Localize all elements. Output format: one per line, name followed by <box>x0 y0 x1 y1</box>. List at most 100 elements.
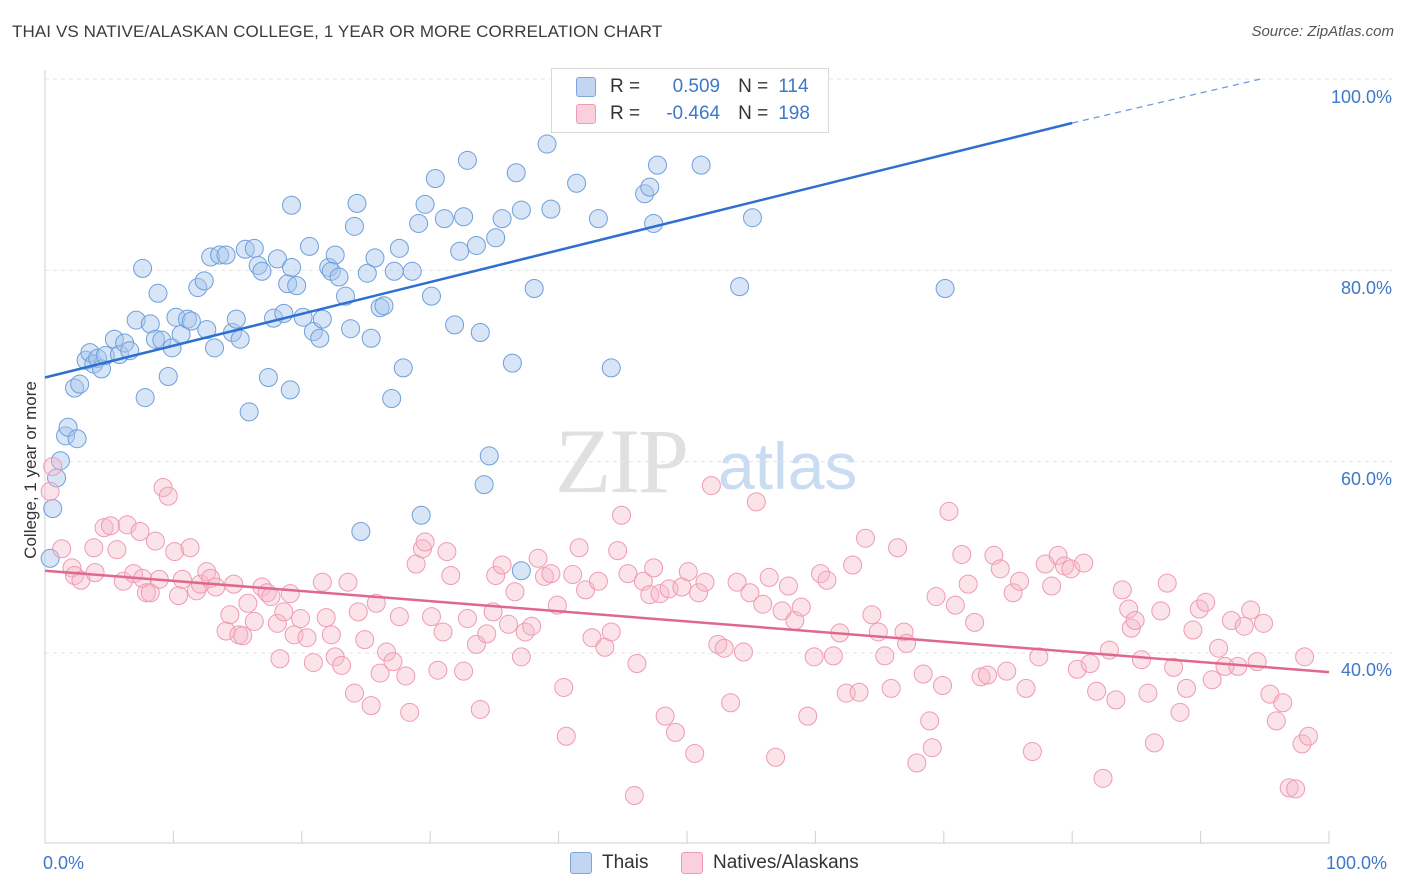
natives-point <box>43 456 63 476</box>
thais-point <box>361 328 381 348</box>
natives-point <box>528 548 548 568</box>
natives-point <box>563 565 583 585</box>
thais-point <box>344 216 364 236</box>
natives-point <box>338 572 358 592</box>
natives-point <box>85 563 105 583</box>
legend-item-natives: Natives/Alaskans <box>681 852 859 874</box>
thais-point <box>644 213 664 233</box>
natives-point <box>952 544 972 564</box>
natives-point <box>466 634 486 654</box>
y-axis-label: College, 1 year or more <box>21 381 40 559</box>
natives-point <box>1106 690 1126 710</box>
natives-point <box>1196 592 1216 612</box>
natives-point <box>400 702 420 722</box>
x-tick-label: 100.0% <box>1326 853 1388 873</box>
watermark-atlas: atlas <box>718 429 858 503</box>
thais-trend-extension <box>1072 77 1265 124</box>
natives-point <box>233 626 253 646</box>
thais-point <box>450 241 470 261</box>
natives-point <box>1112 580 1132 600</box>
natives-point <box>554 677 574 697</box>
natives-trend-line <box>44 569 1330 674</box>
thais-point <box>425 168 445 188</box>
natives-point <box>280 584 300 604</box>
thais-point <box>537 134 557 154</box>
natives-point <box>990 559 1010 579</box>
natives-point <box>875 646 895 666</box>
natives-point <box>454 661 474 681</box>
y-tick-label: 100.0% <box>1330 87 1392 107</box>
natives-point <box>361 696 381 716</box>
natives-point <box>1144 733 1164 753</box>
natives-point <box>753 594 773 614</box>
natives-point <box>303 653 323 673</box>
thais-point <box>43 499 63 519</box>
natives-point <box>1093 768 1113 788</box>
natives-point <box>220 605 240 625</box>
thais-swatch-icon <box>576 77 596 97</box>
thais-point <box>126 310 146 330</box>
natives-point <box>158 486 178 506</box>
natives-point <box>1176 678 1196 698</box>
thais-point <box>80 343 100 363</box>
natives-point <box>665 722 685 742</box>
thais-point <box>252 261 272 281</box>
n-value: 198 <box>778 103 810 124</box>
natives-point <box>107 540 127 560</box>
natives-point <box>759 567 779 587</box>
natives-point <box>1151 601 1171 621</box>
natives-point <box>145 531 165 551</box>
thais-point <box>267 249 287 269</box>
natives-point <box>244 611 264 631</box>
natives-point <box>1010 571 1030 591</box>
thais-point <box>640 177 660 197</box>
thais-point <box>506 163 526 183</box>
natives-point <box>477 624 497 644</box>
thais-point <box>511 200 531 220</box>
thais-point <box>341 319 361 339</box>
thais-point <box>466 235 486 255</box>
natives-point <box>721 693 741 713</box>
natives-point <box>862 605 882 625</box>
natives-point <box>100 516 120 536</box>
natives-point <box>740 583 760 603</box>
natives-point <box>678 562 698 582</box>
thais-point <box>158 367 178 387</box>
natives-point <box>1061 559 1081 579</box>
natives-point <box>499 614 519 634</box>
natives-point <box>355 630 375 650</box>
thais-point <box>384 261 404 281</box>
thais-point <box>282 257 302 277</box>
natives-point <box>1042 576 1062 596</box>
natives-point <box>644 558 664 578</box>
thais-point <box>502 353 522 373</box>
natives-point <box>180 538 200 558</box>
thais-point <box>210 245 230 265</box>
thais-point <box>325 245 345 265</box>
thais-point <box>258 367 278 387</box>
natives-point <box>569 538 589 558</box>
natives-point <box>894 622 914 642</box>
natives-point <box>685 743 705 763</box>
thais-point <box>230 329 250 349</box>
natives-point <box>1279 778 1299 798</box>
natives-point <box>130 522 150 542</box>
thais-point <box>454 207 474 227</box>
natives-point <box>1003 583 1023 603</box>
natives-point <box>437 542 457 562</box>
natives-point <box>823 646 843 666</box>
natives-point <box>843 555 863 575</box>
thais-point <box>133 258 153 278</box>
natives-point <box>370 663 390 683</box>
y-tick-label: 60.0% <box>1340 469 1392 489</box>
thais-point <box>935 279 955 299</box>
thais-point <box>347 193 367 213</box>
thais-point <box>365 248 385 268</box>
natives-point <box>52 539 72 559</box>
natives-point <box>457 609 477 629</box>
natives-point <box>971 667 991 687</box>
natives-point <box>556 726 576 746</box>
natives-point <box>695 572 715 592</box>
r-value: 0.509 <box>672 76 721 97</box>
